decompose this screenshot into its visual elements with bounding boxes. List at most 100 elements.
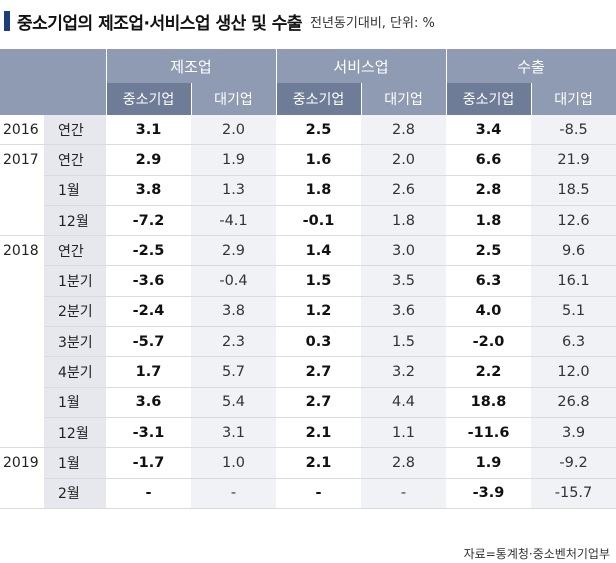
value-cell: -3.9	[446, 478, 532, 509]
title-accent-bar	[4, 11, 10, 31]
value-cell: 2.8	[361, 115, 447, 146]
period-cell: 3분기	[44, 326, 106, 358]
value-cell: 3.5	[361, 265, 447, 297]
value-cell: 1.6	[276, 144, 361, 176]
value-cell: 3.6	[106, 387, 191, 418]
value-cell: -0.4	[191, 265, 276, 297]
table-row: 1월 3.8 1.3 1.8 2.6 2.8 18.5	[0, 175, 616, 206]
value-cell: 1.7	[106, 356, 191, 388]
value-cell: 5.4	[191, 387, 276, 418]
period-cell: 12월	[44, 205, 106, 237]
value-cell: 3.0	[361, 235, 447, 267]
value-cell: 2.5	[276, 115, 361, 146]
table-row: 2019 1월 -1.7 1.0 2.1 2.8 1.9 -9.2	[0, 447, 616, 479]
table-row: 2017 연간 2.9 1.9 1.6 2.0 6.6 21.9	[0, 144, 616, 176]
year-cell	[0, 356, 44, 388]
value-cell: 2.8	[446, 175, 532, 206]
year-cell: 2019	[0, 447, 44, 479]
sub-header: 대기업	[531, 83, 616, 115]
value-cell: -	[276, 478, 361, 509]
table-row: 12월 -3.1 3.1 2.1 1.1 -11.6 3.9	[0, 417, 616, 449]
value-cell: -15.7	[531, 478, 616, 509]
value-cell: 3.1	[191, 417, 276, 449]
value-cell: 2.7	[276, 387, 361, 418]
value-cell: 18.8	[446, 387, 532, 418]
period-cell: 연간	[44, 115, 106, 146]
value-cell: -2.4	[106, 296, 191, 328]
group-header-manufacturing: 제조업	[106, 49, 277, 83]
value-cell: 1.8	[276, 175, 361, 206]
value-cell: 4.4	[361, 387, 447, 418]
value-cell: 1.0	[191, 447, 276, 479]
value-cell: 12.0	[531, 356, 616, 388]
year-cell: 2018	[0, 235, 44, 266]
value-cell: -1.7	[106, 447, 191, 479]
year-cell	[0, 387, 44, 418]
value-cell: -9.2	[531, 447, 616, 479]
sub-header: 중소기업	[446, 83, 532, 115]
period-cell: 1분기	[44, 265, 106, 297]
group-header-services: 서비스업	[276, 49, 447, 83]
value-cell: 2.3	[191, 326, 276, 358]
page-title: 중소기업의 제조업·서비스업 생산 및 수출	[17, 13, 303, 34]
statistics-table: 제조업 서비스업 수출 중소기업 대기업 중소기업 대기업 중소기업 대기업 2…	[0, 49, 616, 509]
value-cell: 2.7	[276, 356, 361, 388]
period-cell: 연간	[44, 235, 106, 267]
table-row: 4분기 1.7 5.7 2.7 3.2 2.2 12.0	[0, 356, 616, 388]
table-row: 1월 3.6 5.4 2.7 4.4 18.8 26.8	[0, 387, 616, 418]
period-cell: 12월	[44, 417, 106, 449]
value-cell: -2.5	[106, 235, 191, 267]
year-cell	[0, 205, 44, 237]
period-cell: 1월	[44, 175, 106, 206]
value-cell: -2.0	[446, 326, 532, 358]
value-cell: 1.9	[446, 447, 532, 479]
value-cell: 12.6	[531, 205, 616, 237]
page-subtitle: 전년동기대비, 단위: %	[310, 15, 435, 31]
sub-header-row: 중소기업 대기업 중소기업 대기업 중소기업 대기업	[0, 83, 616, 115]
source-note: 자료=통계청·중소벤처기업부	[463, 547, 610, 561]
value-cell: -7.2	[106, 205, 191, 237]
value-cell: -11.6	[446, 417, 532, 449]
value-cell: 6.3	[531, 326, 616, 358]
value-cell: 1.8	[446, 205, 532, 237]
value-cell: 3.1	[106, 115, 191, 146]
group-header-row: 제조업 서비스업 수출	[0, 49, 616, 83]
value-cell: 1.8	[361, 205, 447, 237]
value-cell: 3.4	[446, 115, 532, 146]
table-row: 2016 연간 3.1 2.0 2.5 2.8 3.4 -8.5	[0, 115, 616, 146]
table-row: 2018 연간 -2.5 2.9 1.4 3.0 2.5 9.6	[0, 235, 616, 267]
year-cell	[0, 265, 44, 297]
value-cell: 5.1	[531, 296, 616, 328]
value-cell: -	[106, 478, 191, 509]
sub-header: 중소기업	[106, 83, 192, 115]
value-cell: 1.2	[276, 296, 361, 328]
value-cell: 4.0	[446, 296, 532, 328]
period-cell: 연간	[44, 144, 106, 176]
value-cell: 1.5	[361, 326, 447, 358]
sub-header: 대기업	[191, 83, 277, 115]
value-cell: 6.3	[446, 265, 532, 297]
year-cell	[0, 296, 44, 327]
value-cell: -	[191, 478, 276, 509]
value-cell: 2.9	[191, 235, 276, 267]
year-cell	[0, 326, 44, 357]
sub-header: 대기업	[361, 83, 447, 115]
value-cell: 3.9	[531, 417, 616, 449]
value-cell: 9.6	[531, 235, 616, 267]
year-cell	[0, 478, 44, 509]
value-cell: 6.6	[446, 144, 532, 176]
value-cell: 2.2	[446, 356, 532, 388]
value-cell: 3.2	[361, 356, 447, 388]
period-cell: 1월	[44, 447, 106, 479]
value-cell: 21.9	[531, 144, 616, 176]
year-cell	[0, 175, 44, 206]
value-cell: -	[361, 478, 447, 509]
table-row: 2분기 -2.4 3.8 1.2 3.6 4.0 5.1	[0, 296, 616, 328]
period-cell: 1월	[44, 387, 106, 418]
table-row: 1분기 -3.6 -0.4 1.5 3.5 6.3 16.1	[0, 265, 616, 297]
corner-cell	[0, 49, 107, 83]
group-header-exports: 수출	[446, 49, 616, 83]
value-cell: 16.1	[531, 265, 616, 297]
value-cell: 3.6	[361, 296, 447, 328]
year-cell: 2016	[0, 115, 44, 146]
